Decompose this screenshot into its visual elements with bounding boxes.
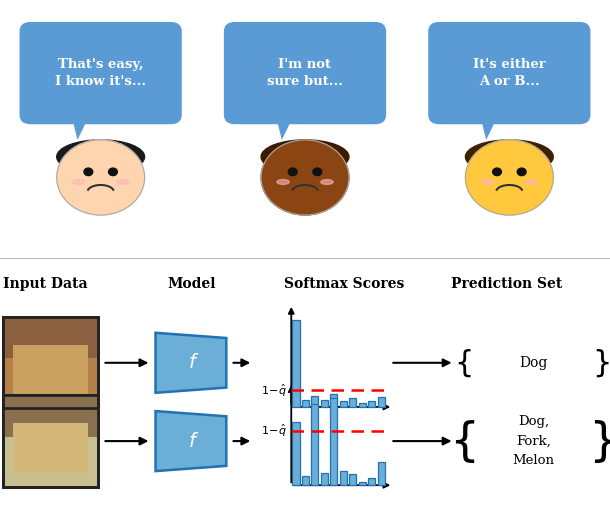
FancyBboxPatch shape	[321, 472, 328, 485]
Ellipse shape	[73, 180, 85, 184]
Text: $\{$: $\{$	[450, 418, 475, 465]
Text: Prediction Set: Prediction Set	[451, 278, 562, 291]
Text: $\}$: $\}$	[592, 347, 609, 378]
Circle shape	[465, 140, 553, 215]
Ellipse shape	[261, 140, 349, 174]
FancyBboxPatch shape	[340, 401, 347, 407]
Circle shape	[109, 168, 117, 175]
Circle shape	[84, 168, 93, 175]
FancyBboxPatch shape	[292, 320, 300, 407]
Text: $\}$: $\}$	[588, 418, 610, 465]
Polygon shape	[156, 333, 226, 393]
Text: Dog,: Dog,	[518, 415, 550, 428]
Ellipse shape	[481, 180, 493, 184]
Circle shape	[313, 168, 321, 175]
FancyBboxPatch shape	[3, 317, 98, 408]
Text: Model: Model	[168, 278, 217, 291]
FancyBboxPatch shape	[359, 482, 366, 485]
Polygon shape	[156, 411, 226, 471]
FancyBboxPatch shape	[311, 404, 318, 485]
Text: $f$: $f$	[188, 432, 199, 450]
Polygon shape	[71, 115, 90, 140]
FancyBboxPatch shape	[12, 345, 88, 395]
Circle shape	[289, 168, 297, 175]
Text: That's easy,
I know it's...: That's easy, I know it's...	[55, 58, 146, 88]
FancyBboxPatch shape	[378, 397, 385, 407]
Circle shape	[493, 168, 501, 175]
Ellipse shape	[117, 180, 129, 184]
Text: Melon: Melon	[513, 455, 554, 467]
Text: $1\!-\!\hat{q}$: $1\!-\!\hat{q}$	[260, 382, 287, 399]
Text: I'm not
sure but...: I'm not sure but...	[267, 58, 343, 88]
Text: It's either
A or B...: It's either A or B...	[473, 58, 546, 88]
Circle shape	[261, 140, 349, 215]
FancyBboxPatch shape	[302, 399, 309, 407]
Text: Input Data: Input Data	[4, 278, 88, 291]
Text: Dog: Dog	[520, 356, 548, 370]
Ellipse shape	[321, 180, 333, 184]
FancyBboxPatch shape	[3, 396, 98, 487]
FancyBboxPatch shape	[311, 396, 318, 407]
FancyBboxPatch shape	[349, 474, 356, 485]
Ellipse shape	[277, 180, 289, 184]
FancyBboxPatch shape	[20, 22, 182, 124]
Ellipse shape	[465, 140, 553, 174]
FancyBboxPatch shape	[330, 398, 337, 485]
Text: $\{$: $\{$	[454, 347, 471, 378]
FancyBboxPatch shape	[378, 461, 385, 485]
FancyBboxPatch shape	[368, 401, 375, 407]
FancyBboxPatch shape	[368, 478, 375, 485]
Polygon shape	[480, 115, 498, 140]
FancyBboxPatch shape	[349, 398, 356, 407]
FancyBboxPatch shape	[3, 317, 98, 358]
FancyBboxPatch shape	[330, 394, 337, 407]
Text: $1\!-\!\hat{q}$: $1\!-\!\hat{q}$	[260, 423, 287, 439]
FancyBboxPatch shape	[340, 471, 347, 485]
FancyBboxPatch shape	[359, 403, 366, 407]
Text: Softmax Scores: Softmax Scores	[284, 278, 405, 291]
FancyBboxPatch shape	[3, 396, 98, 436]
Text: $f$: $f$	[188, 353, 199, 372]
FancyBboxPatch shape	[321, 400, 328, 407]
Ellipse shape	[525, 180, 537, 184]
Circle shape	[57, 140, 145, 215]
FancyBboxPatch shape	[12, 423, 88, 473]
Circle shape	[517, 168, 526, 175]
Text: Fork,: Fork,	[516, 435, 551, 447]
FancyBboxPatch shape	[428, 22, 590, 124]
FancyBboxPatch shape	[292, 422, 300, 485]
Ellipse shape	[57, 140, 145, 174]
FancyBboxPatch shape	[224, 22, 386, 124]
Polygon shape	[276, 115, 294, 140]
FancyBboxPatch shape	[302, 476, 309, 485]
